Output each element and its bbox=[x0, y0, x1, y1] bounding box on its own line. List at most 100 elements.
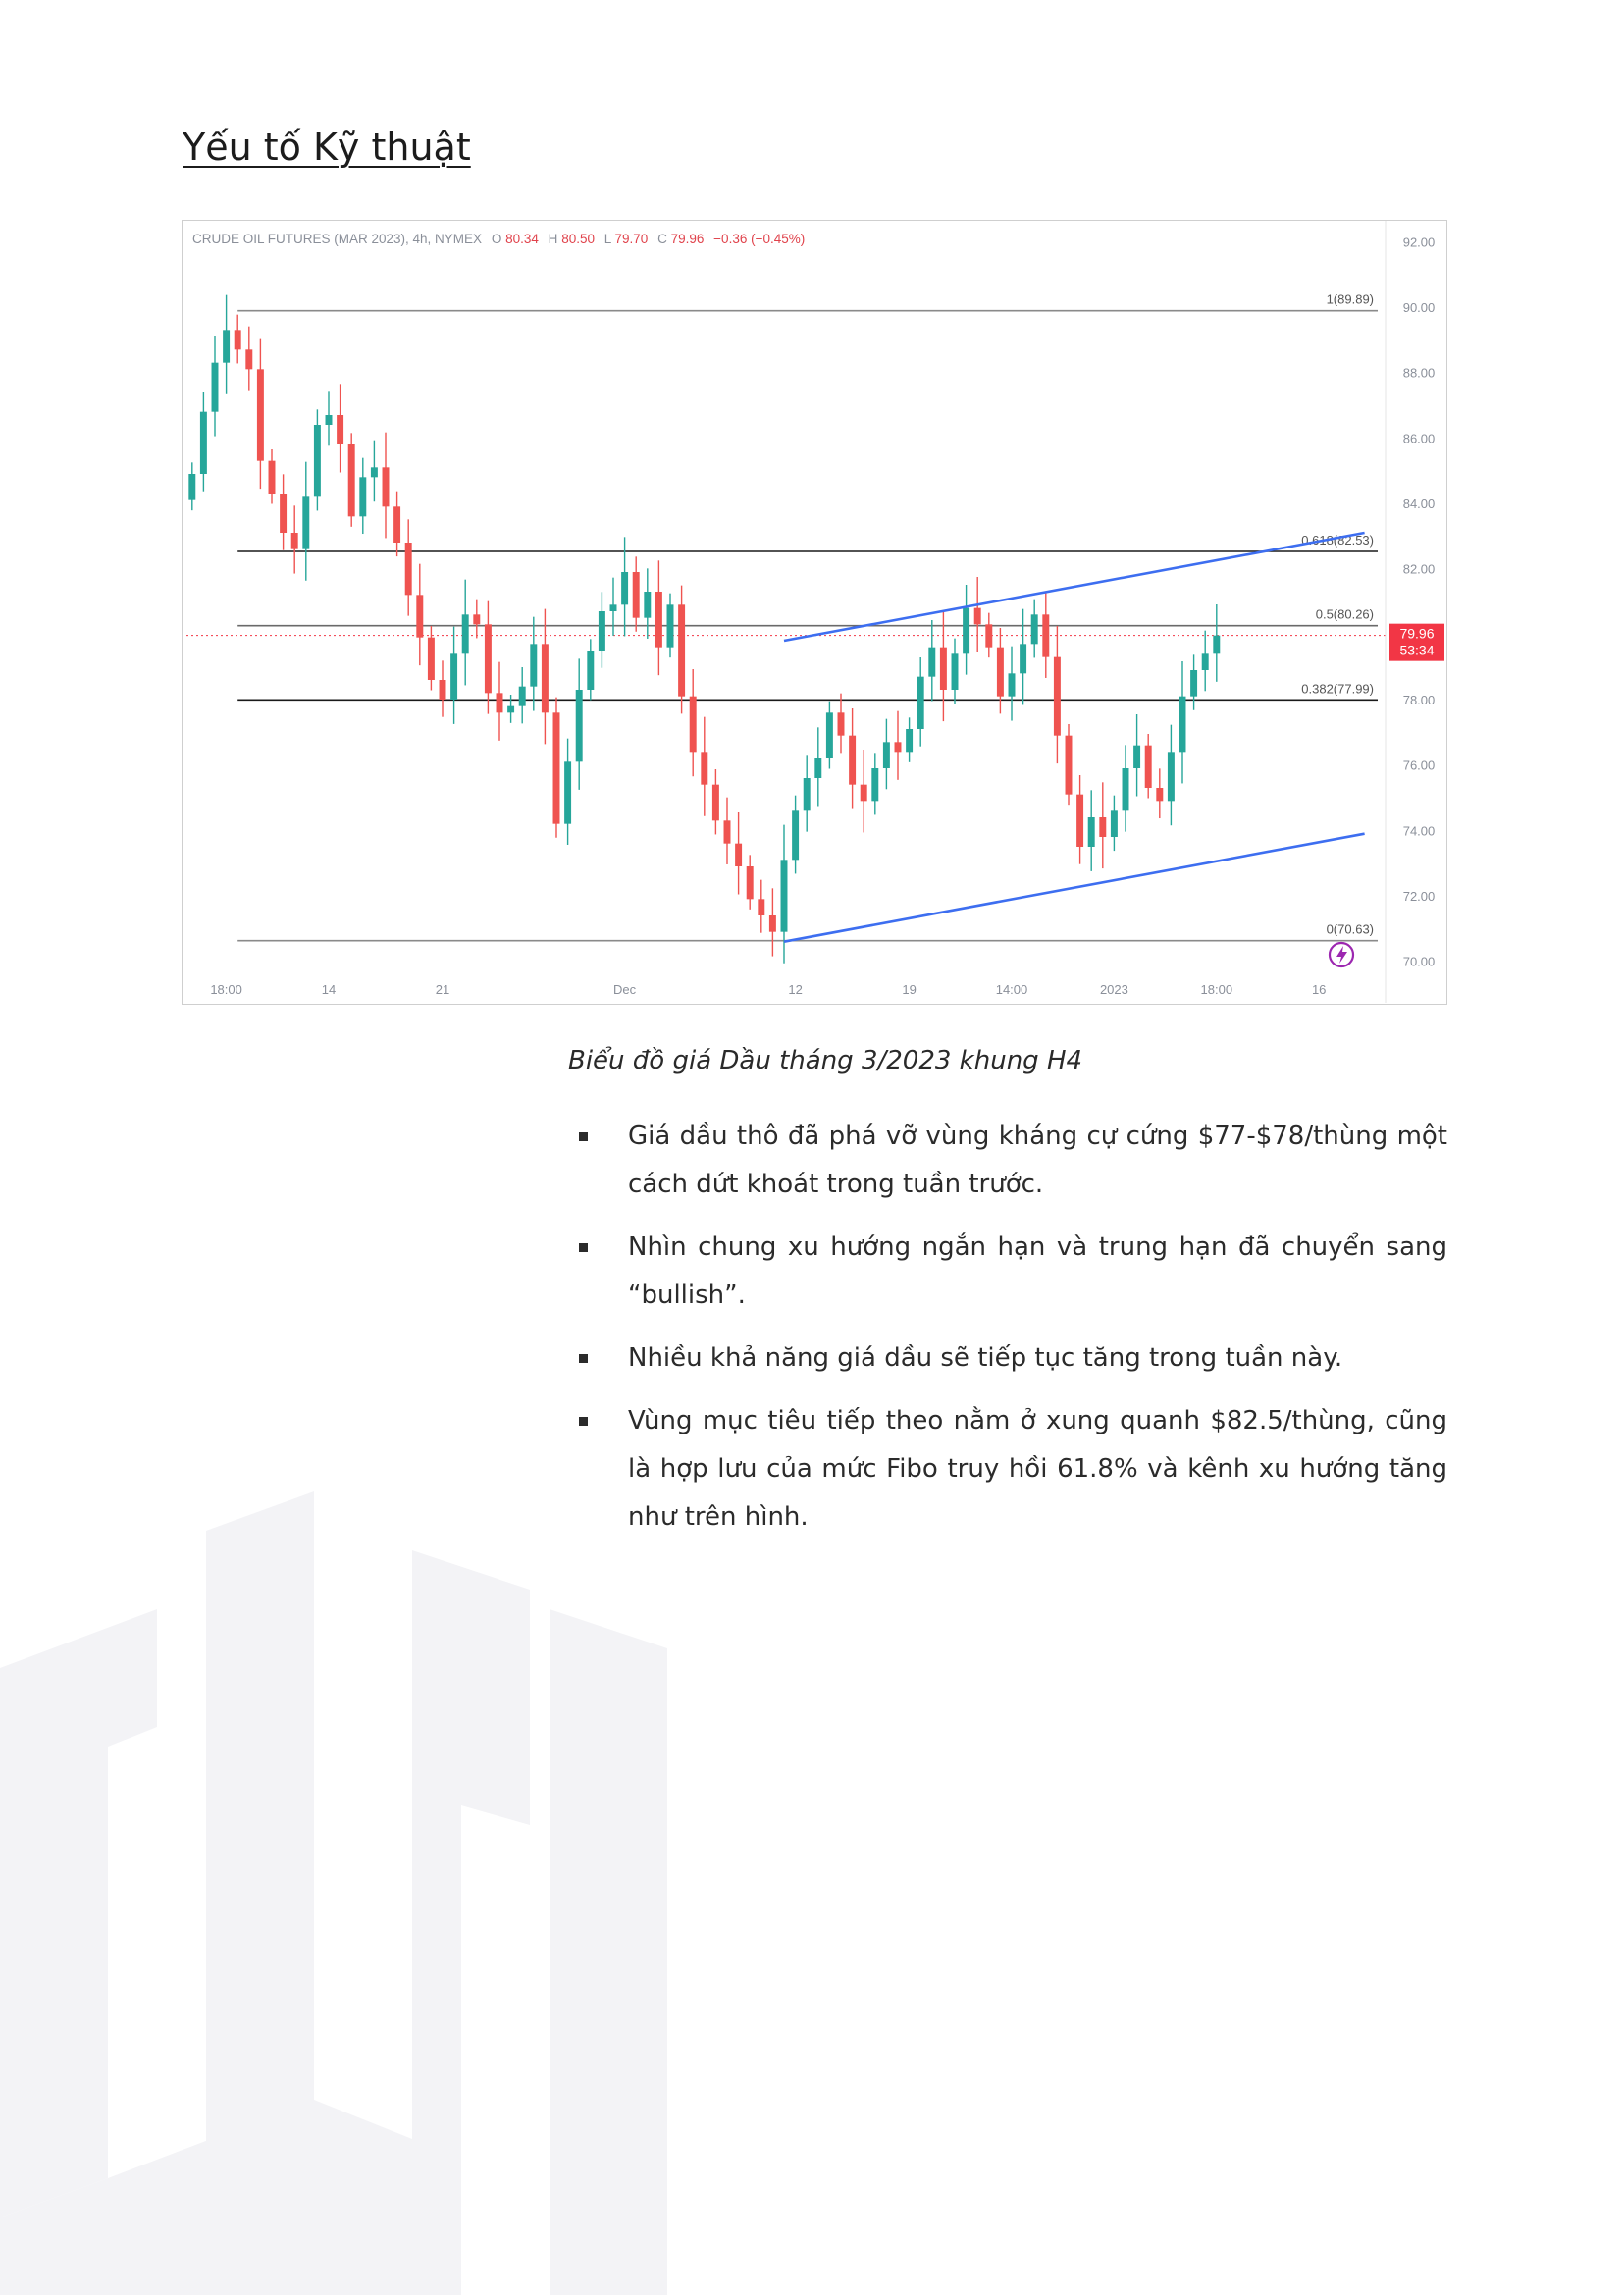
bullet-item: Vùng mục tiêu tiếp theo nằm ở xung quanh… bbox=[569, 1397, 1447, 1541]
candle-body bbox=[211, 362, 219, 412]
fib-level-label: 0.5(80.26) bbox=[1316, 607, 1374, 622]
low-value: 79.70 bbox=[615, 232, 649, 246]
open-label: O bbox=[492, 232, 502, 246]
candle-body bbox=[768, 915, 776, 932]
bullet-item: Nhìn chung xu hướng ngắn hạn và trung hạ… bbox=[569, 1224, 1447, 1320]
candle-body bbox=[746, 866, 754, 900]
candle-body bbox=[928, 647, 936, 677]
candle-body bbox=[849, 735, 857, 785]
symbol-label: CRUDE OIL FUTURES (MAR 2023), 4h, NYMEX bbox=[192, 232, 482, 246]
candle-body bbox=[552, 712, 560, 824]
candle-body bbox=[382, 467, 390, 507]
candle-body bbox=[268, 460, 276, 494]
candle-body bbox=[404, 543, 412, 596]
candle-body bbox=[188, 474, 196, 500]
y-tick-label: 88.00 bbox=[1403, 366, 1436, 381]
candle-body bbox=[803, 778, 811, 811]
candle-body bbox=[882, 742, 890, 768]
trend-channel-line bbox=[783, 832, 1365, 943]
candle-body bbox=[313, 425, 321, 497]
x-tick-label: 19 bbox=[902, 982, 916, 997]
chart-header: CRUDE OIL FUTURES (MAR 2023), 4h, NYMEX … bbox=[192, 232, 805, 246]
candle-body bbox=[359, 477, 367, 517]
last-price-value: 79.96 bbox=[1399, 626, 1434, 642]
y-tick-label: 82.00 bbox=[1403, 562, 1436, 577]
candle-body bbox=[234, 330, 241, 350]
candle-body bbox=[894, 742, 902, 753]
y-tick-label: 78.00 bbox=[1403, 693, 1436, 707]
candle-body bbox=[1179, 696, 1186, 753]
candle-body bbox=[223, 330, 231, 363]
candle-body bbox=[735, 843, 743, 866]
candle-body bbox=[963, 607, 970, 654]
open-value: 80.34 bbox=[505, 232, 539, 246]
lightning-icon[interactable] bbox=[1328, 941, 1355, 968]
square-bullet-icon bbox=[579, 1243, 588, 1252]
candle-body bbox=[427, 637, 435, 680]
square-bullet-icon bbox=[579, 1132, 588, 1141]
x-tick-label: 16 bbox=[1312, 982, 1326, 997]
candle-body bbox=[632, 572, 640, 618]
square-bullet-icon bbox=[579, 1417, 588, 1426]
trend-channel-line bbox=[783, 531, 1365, 643]
bullet-text: Nhìn chung xu hướng ngắn hạn và trung hạ… bbox=[628, 1232, 1447, 1310]
candle-body bbox=[825, 712, 833, 758]
candle-body bbox=[564, 761, 572, 824]
x-tick-label: 14:00 bbox=[996, 982, 1028, 997]
candle-body bbox=[723, 820, 731, 844]
x-tick-label: 18:00 bbox=[210, 982, 242, 997]
candle-body bbox=[837, 712, 845, 736]
candle-body bbox=[450, 653, 458, 700]
candle-body bbox=[1190, 670, 1198, 697]
candle-body bbox=[1144, 745, 1152, 788]
candle-body bbox=[951, 653, 959, 690]
fib-level-label: 0(70.63) bbox=[1327, 922, 1374, 937]
last-price-tag: 79.96 53:34 bbox=[1389, 623, 1444, 661]
bullet-item: Giá dầu thô đã phá vỡ vùng kháng cự cứng… bbox=[569, 1113, 1447, 1209]
candle-body bbox=[416, 595, 424, 638]
y-tick-label: 72.00 bbox=[1403, 889, 1436, 904]
candle-body bbox=[906, 729, 914, 753]
candle-body bbox=[655, 592, 662, 648]
candle-body bbox=[1053, 656, 1061, 736]
candle-body bbox=[598, 611, 605, 651]
close-label: C bbox=[657, 232, 667, 246]
chart-caption: Biểu đồ giá Dầu tháng 3/2023 khung H4 bbox=[568, 1046, 1083, 1075]
candle-body bbox=[1087, 817, 1095, 847]
candlestick-chart-svg: 1(89.89) 0.618(82.53) 0.5(80.26) 0.382(77.9… bbox=[186, 221, 1444, 1003]
y-tick-label: 90.00 bbox=[1403, 300, 1436, 315]
candle-body bbox=[780, 860, 788, 932]
crude-oil-chart: 1(89.89) 0.618(82.53) 0.5(80.26) 0.382(77.9… bbox=[182, 220, 1447, 1005]
candle-body bbox=[280, 494, 288, 533]
candle-body bbox=[1156, 788, 1164, 802]
change-value: −0.36 (−0.45%) bbox=[713, 232, 805, 246]
candle-body bbox=[871, 768, 879, 802]
candle-body bbox=[1167, 752, 1175, 802]
analysis-bullets: Giá dầu thô đã phá vỡ vùng kháng cự cứng… bbox=[569, 1113, 1447, 1556]
candle-body bbox=[245, 349, 253, 370]
candle-body bbox=[996, 647, 1004, 697]
candle-body bbox=[917, 676, 924, 729]
candle-body bbox=[939, 647, 947, 690]
square-bullet-icon bbox=[579, 1354, 588, 1363]
fib-level-label: 0.382(77.99) bbox=[1301, 681, 1374, 696]
x-tick-label: Dec bbox=[613, 982, 637, 997]
candle-body bbox=[973, 607, 981, 625]
y-tick-label: 76.00 bbox=[1403, 758, 1436, 773]
candle-body bbox=[575, 690, 583, 762]
fib-level-label: 1(89.89) bbox=[1327, 292, 1374, 307]
bullet-text: Vùng mục tiêu tiếp theo nằm ở xung quanh… bbox=[628, 1406, 1447, 1532]
y-tick-label: 86.00 bbox=[1403, 431, 1436, 445]
candle-body bbox=[814, 758, 822, 778]
candle-body bbox=[302, 496, 310, 549]
bullet-item: Nhiều khả năng giá dầu sẽ tiếp tục tăng … bbox=[569, 1334, 1447, 1382]
candle-body bbox=[985, 624, 993, 648]
y-tick-label: 92.00 bbox=[1403, 235, 1436, 249]
x-tick-label: 12 bbox=[788, 982, 802, 997]
candle-body bbox=[518, 686, 526, 706]
candle-body bbox=[1030, 614, 1038, 645]
candle-body bbox=[678, 604, 686, 697]
candle-body bbox=[1076, 794, 1084, 847]
candle-body bbox=[1065, 735, 1073, 795]
candle-body bbox=[1020, 644, 1027, 674]
